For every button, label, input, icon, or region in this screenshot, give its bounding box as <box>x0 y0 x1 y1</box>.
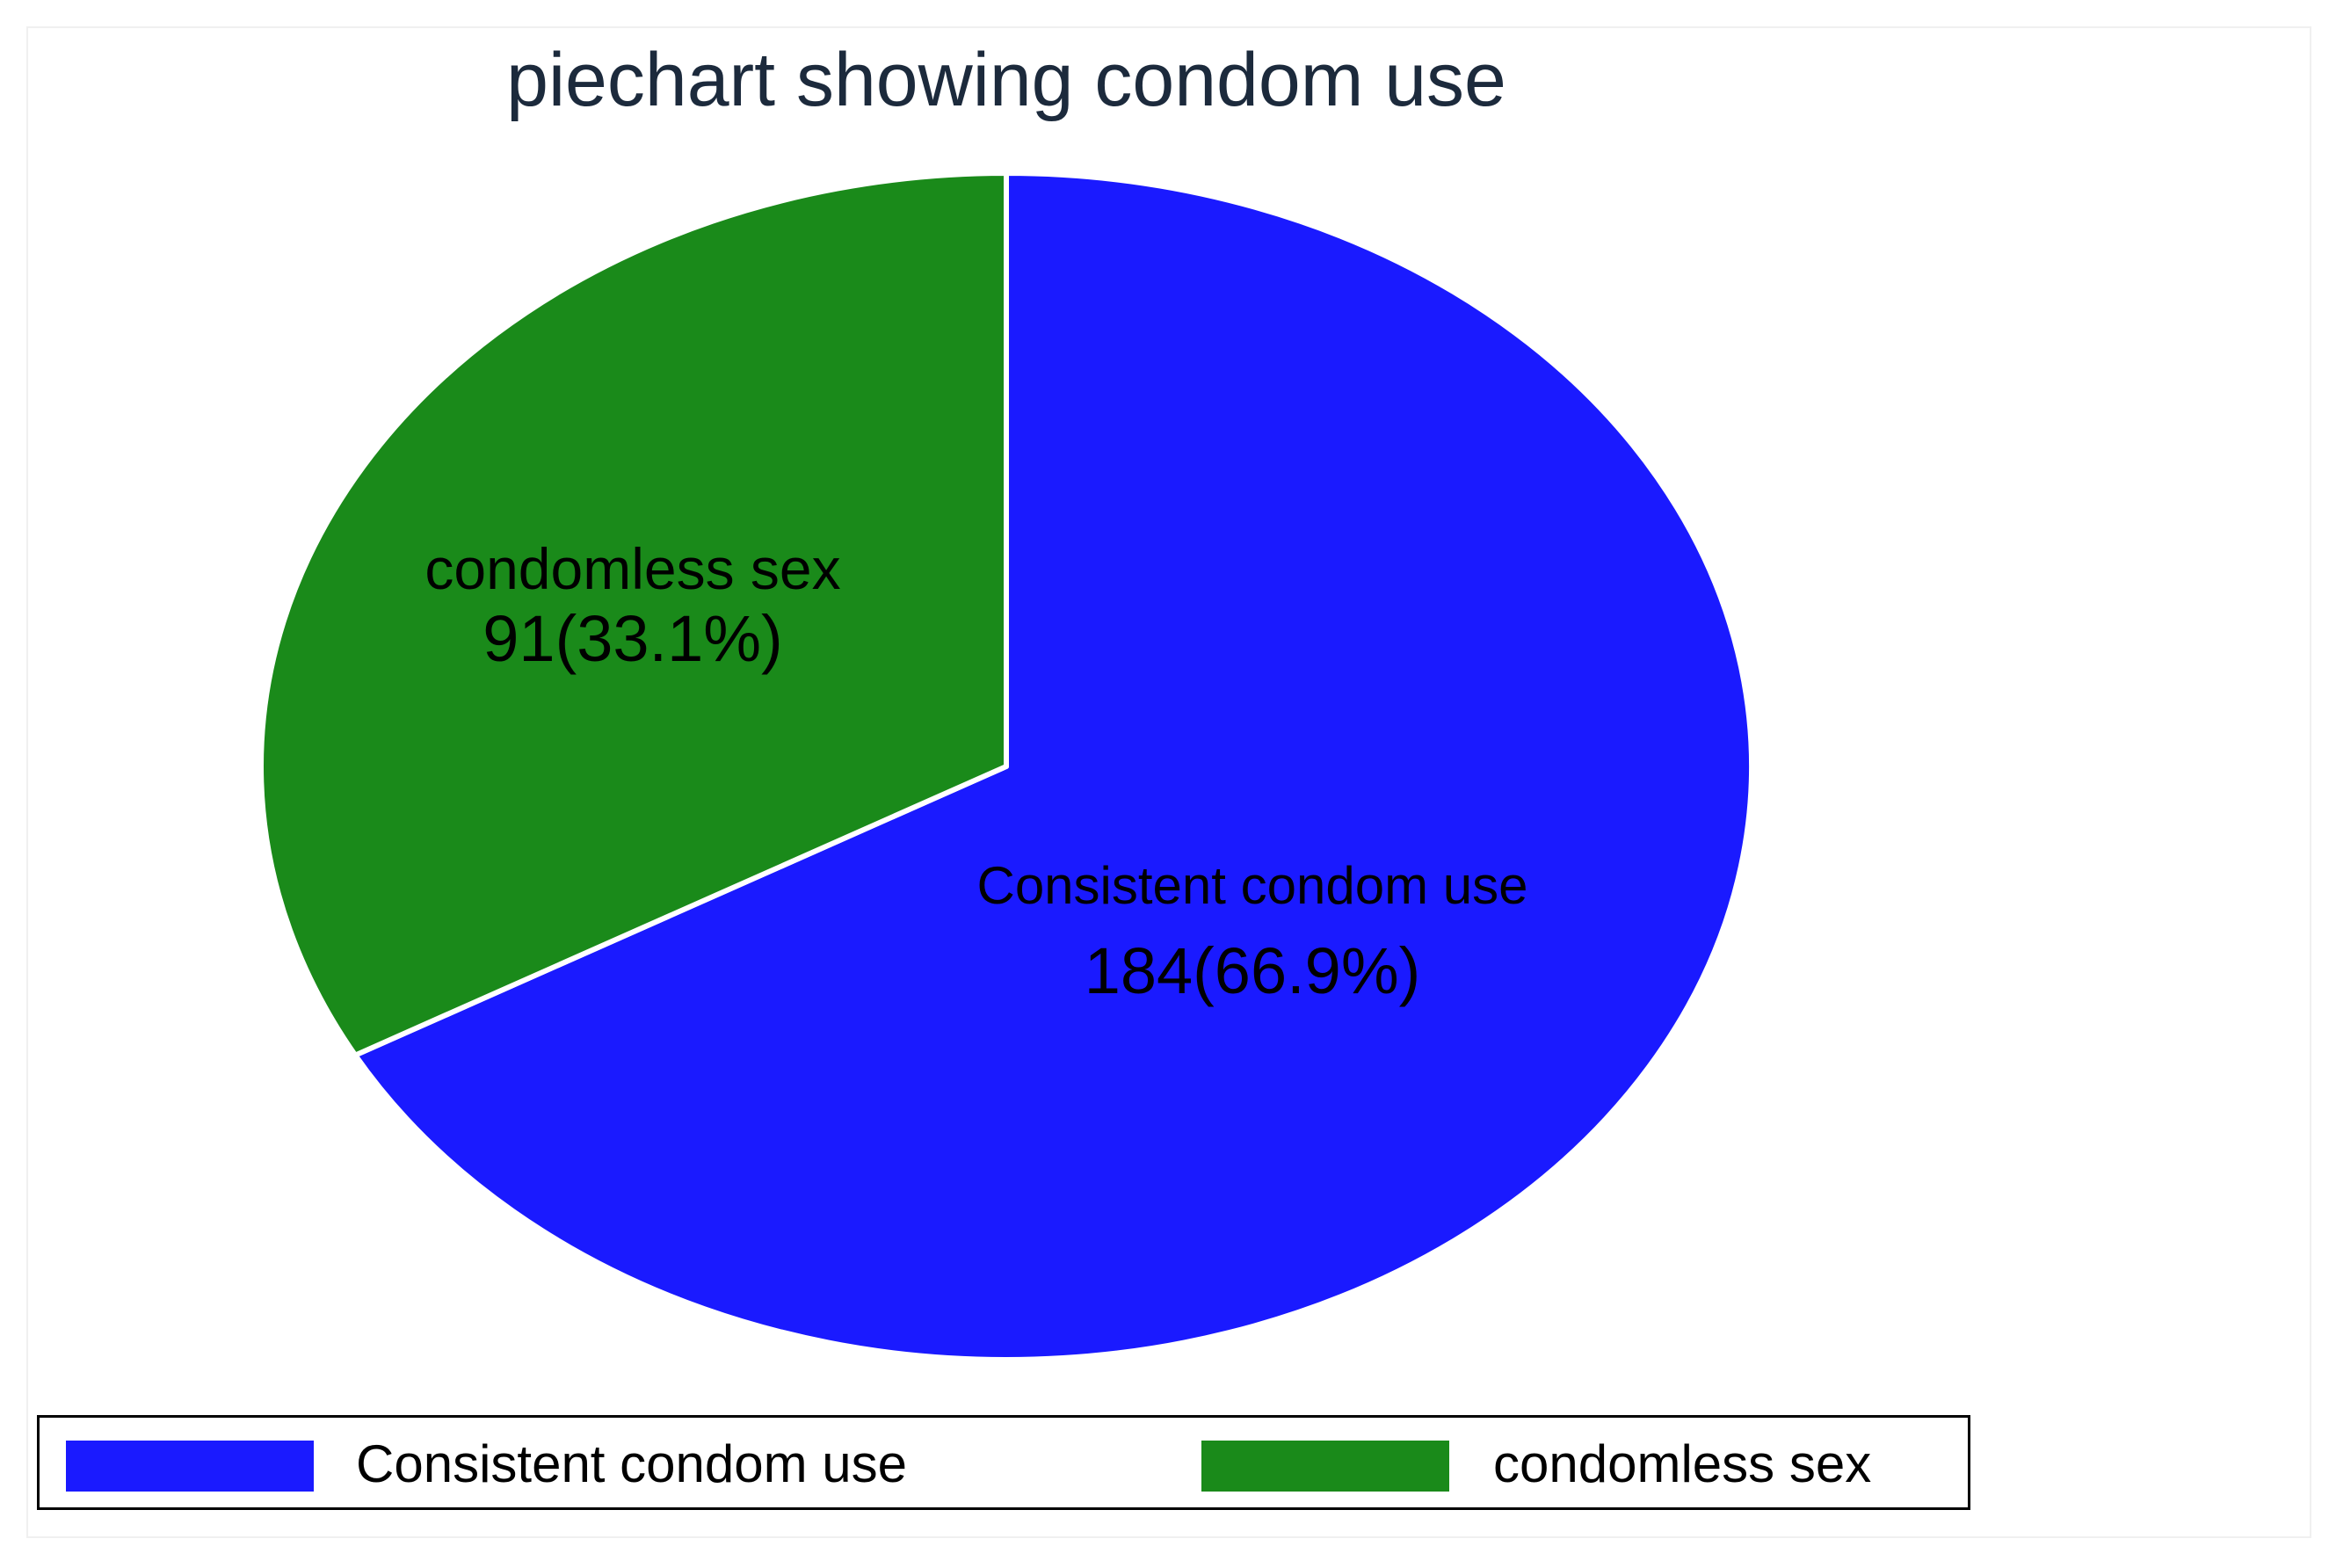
pie-labels: Consistent condom use 184(66.9%) condomles… <box>424 536 1527 1007</box>
slice-label-name: condomless sex <box>424 536 840 601</box>
legend-item-condomless-sex: condomless sex <box>1129 1418 1973 1507</box>
legend-label-consistent-condom-use: Consistent condom use <box>356 1434 908 1493</box>
chart-title: piechart showing condom use <box>506 38 1506 122</box>
legend: Consistent condom use condomless sex <box>37 1415 1970 1510</box>
pie-slice-condomless-sex <box>258 171 1009 1058</box>
slice-label-value: 184(66.9%) <box>1085 934 1421 1007</box>
legend-item-consistent-condom-use: Consistent condom use <box>40 1418 1129 1507</box>
slice-label-value: 91(33.1%) <box>482 602 782 675</box>
slice-label-name: Consistent condom use <box>976 856 1527 915</box>
pie-chart: Consistent condom use 184(66.9%) condomles… <box>258 171 1754 1362</box>
legend-swatch-consistent-condom-use <box>66 1441 314 1492</box>
legend-label-condomless-sex: condomless sex <box>1493 1434 1872 1493</box>
pie-slice-consistent-condom-use <box>352 171 1754 1362</box>
pie-slices <box>258 171 1754 1362</box>
legend-swatch-condomless-sex <box>1201 1441 1449 1492</box>
